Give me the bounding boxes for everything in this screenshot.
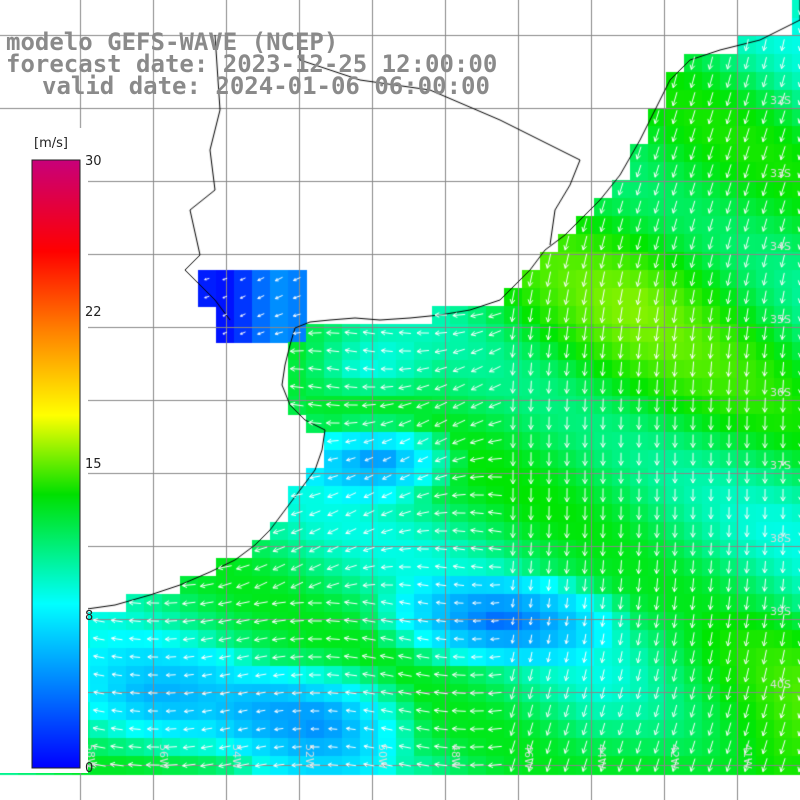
model-title: modelo GEFS-WAVE (NCEP) xyxy=(6,28,339,56)
valid-date: valid date: 2024-01-06 06:00:00 xyxy=(42,72,490,100)
forecast-date: forecast date: 2023-12-25 12:00:00 xyxy=(6,50,498,78)
